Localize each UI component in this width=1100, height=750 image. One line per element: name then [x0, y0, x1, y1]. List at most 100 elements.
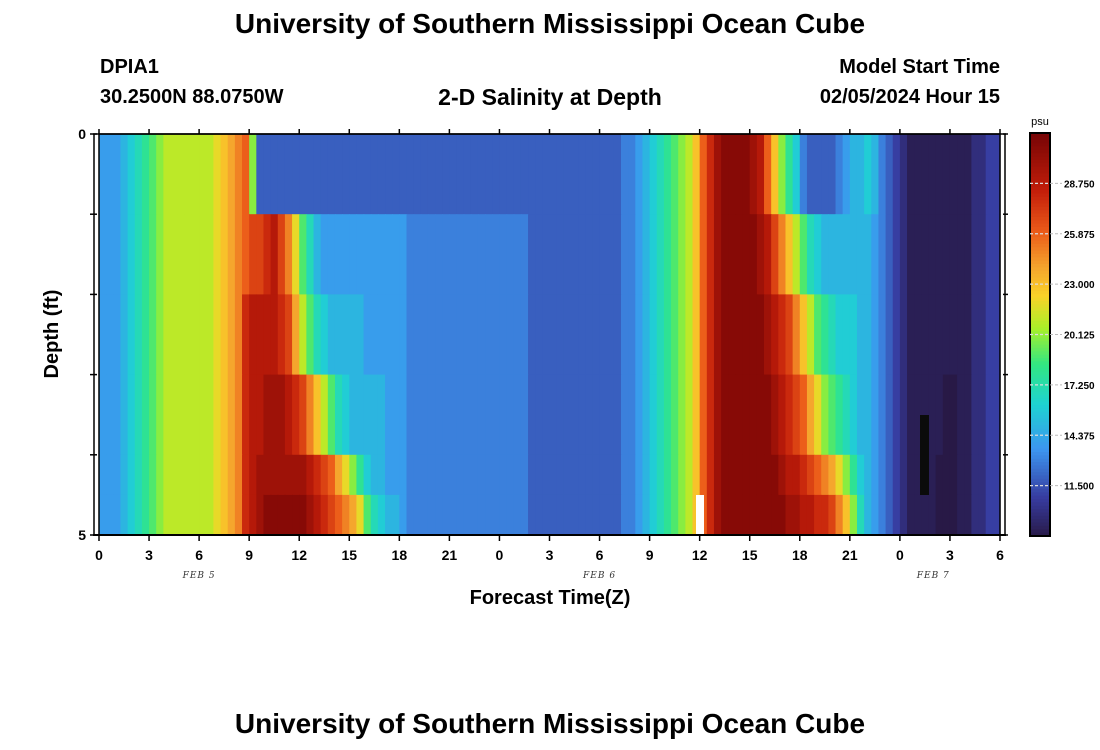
heatmap-cell	[778, 374, 787, 456]
heatmap-cell	[385, 214, 393, 295]
heatmap-cell	[635, 454, 644, 496]
heatmap-cell	[342, 214, 350, 295]
heatmap-cell	[728, 454, 737, 496]
heatmap-cell	[914, 454, 922, 496]
heatmap-cell	[949, 214, 958, 295]
heatmap-cell	[313, 294, 322, 375]
heatmap-cell	[878, 214, 887, 295]
heatmap-cell	[907, 294, 915, 375]
colorbar-swatch	[1030, 337, 1050, 342]
heatmap-cell	[721, 454, 729, 496]
heatmap-cell	[778, 494, 787, 536]
heatmap-cell	[914, 374, 922, 456]
colorbar-swatch	[1030, 183, 1050, 188]
heatmap-cell	[342, 494, 350, 536]
heatmap-cell	[528, 134, 536, 215]
heatmap-cell	[120, 374, 129, 456]
heatmap-cell	[663, 374, 672, 456]
heatmap-cell	[427, 494, 436, 536]
heatmap-cell	[585, 214, 593, 295]
heatmap-cell	[206, 454, 215, 496]
heatmap-cell	[363, 214, 372, 295]
colorbar-swatch	[1030, 240, 1050, 245]
colorbar-swatch	[1030, 462, 1050, 467]
colorbar-swatch	[1030, 243, 1050, 248]
colorbar-swatch	[1030, 522, 1050, 527]
heatmap-cell	[892, 454, 901, 496]
x-tick-label: 3	[946, 547, 954, 563]
y-axis-title: Depth (ft)	[41, 290, 63, 379]
heatmap-cell	[907, 374, 915, 456]
heatmap-cell	[692, 214, 701, 295]
heatmap-cell	[735, 454, 744, 496]
heatmap-cell	[942, 294, 951, 375]
heatmap-cell	[320, 214, 329, 295]
heatmap-cell	[385, 454, 393, 496]
heatmap-cell	[764, 494, 772, 536]
heatmap-cell	[821, 494, 829, 536]
heatmap-cell	[985, 494, 994, 536]
colorbar-swatch	[1030, 203, 1050, 208]
colorbar-swatch	[1030, 354, 1050, 359]
heatmap-cell	[413, 494, 422, 536]
heatmap-cell	[470, 134, 479, 215]
heatmap-cell	[463, 494, 472, 536]
heatmap-cell	[113, 294, 122, 375]
heatmap-cell	[99, 294, 107, 375]
heatmap-cell	[771, 214, 779, 295]
heatmap-cell	[442, 134, 450, 215]
heatmap-cell	[435, 134, 443, 215]
heatmap-cell	[864, 454, 872, 496]
heatmap-cell	[327, 454, 336, 496]
heatmap-cell	[799, 214, 808, 295]
heatmap-cell	[613, 294, 622, 375]
heatmap-cell	[213, 294, 222, 375]
heatmap-cell	[220, 214, 229, 295]
heatmap-cell	[907, 454, 915, 496]
heatmap-cell	[556, 454, 565, 496]
station-coordinates: 30.2500N 88.0750W	[100, 86, 284, 108]
colorbar-swatch	[1030, 327, 1050, 332]
colorbar-swatch	[1030, 388, 1050, 393]
heatmap-cell	[435, 214, 443, 295]
heatmap-cell	[270, 374, 279, 456]
colorbar-swatch	[1030, 146, 1050, 151]
heatmap-cell	[756, 134, 765, 215]
heatmap-cell	[284, 494, 293, 536]
heatmap-cell	[456, 494, 465, 536]
missing-data-cell	[696, 495, 704, 535]
heatmap-cell	[399, 294, 408, 375]
heatmap-cell	[585, 374, 593, 456]
heatmap-cell	[370, 294, 379, 375]
heatmap-cell	[349, 134, 358, 215]
heatmap-cell	[485, 134, 493, 215]
heatmap-cell	[721, 214, 729, 295]
colorbar-swatch	[1030, 438, 1050, 443]
heatmap-cell	[313, 454, 322, 496]
heatmap-cell	[599, 134, 608, 215]
heatmap-cell	[706, 294, 715, 375]
x-tick-label: 6	[596, 547, 604, 563]
heatmap-cell	[563, 134, 572, 215]
heatmap-cell	[835, 134, 844, 215]
heatmap-cell	[799, 454, 808, 496]
heatmap-cell	[742, 134, 751, 215]
heatmap-cell	[756, 294, 765, 375]
heatmap-cell	[799, 294, 808, 375]
date-label: FEB 7	[916, 571, 950, 581]
heatmap-cell	[220, 494, 229, 536]
heatmap-cell	[592, 134, 601, 215]
heatmap-cell	[764, 374, 772, 456]
heatmap-cell	[520, 134, 529, 215]
heatmap-cell	[149, 494, 157, 536]
x-tick-label: 18	[792, 547, 808, 563]
heatmap-cell	[992, 494, 1001, 536]
heatmap-cell	[413, 214, 422, 295]
heatmap-cell	[671, 494, 679, 536]
heatmap-cell	[520, 454, 529, 496]
heatmap-cell	[756, 494, 765, 536]
heatmap-cell	[685, 454, 694, 496]
colorbar-swatch	[1030, 213, 1050, 218]
heatmap-cell	[234, 494, 243, 536]
heatmap-cell	[821, 134, 829, 215]
